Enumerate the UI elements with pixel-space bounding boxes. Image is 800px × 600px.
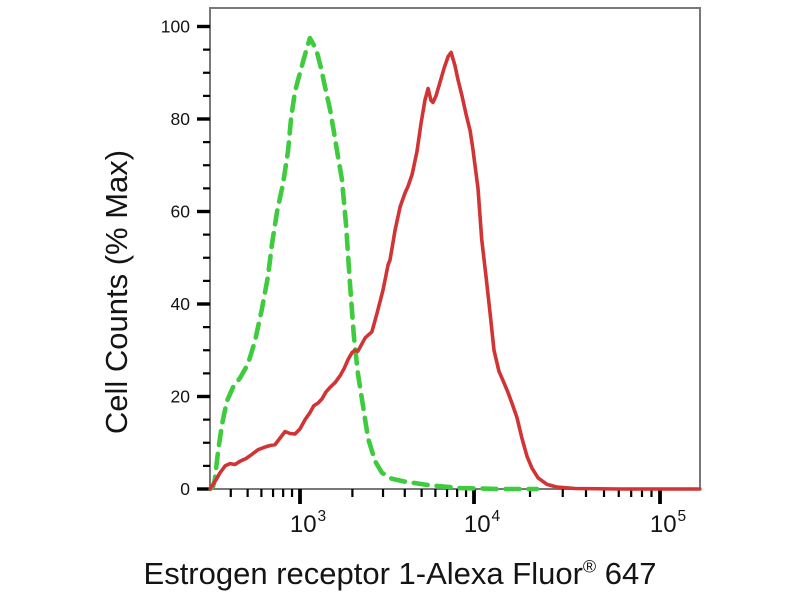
series-red-solid-curve	[208, 50, 702, 491]
x-tick-label-10^3: 103	[290, 508, 326, 538]
y-tick-label-100: 100	[161, 17, 190, 37]
y-tick-label-0: 0	[180, 479, 190, 499]
y-tick-label-40: 40	[171, 294, 191, 314]
x-axis-title: Estrogen receptor 1-Alexa Fluor® 647	[144, 556, 657, 592]
x-axis-title-suffix: 647	[596, 556, 657, 591]
series-green-dashed-curve	[208, 35, 540, 492]
x-tick-label-10^5: 105	[650, 508, 686, 538]
y-tick-label-20: 20	[171, 387, 191, 407]
y-axis-title: Cell Counts (% Max)	[99, 149, 134, 435]
registered-trademark-symbol: ®	[582, 556, 597, 577]
plot-border	[209, 7, 701, 490]
x-tick-label-10^4: 104	[464, 508, 501, 538]
y-tick-label-60: 60	[171, 202, 191, 222]
y-tick-label-80: 80	[171, 109, 191, 129]
x-axis-title-text: Estrogen receptor 1-Alexa Fluor	[143, 556, 583, 591]
